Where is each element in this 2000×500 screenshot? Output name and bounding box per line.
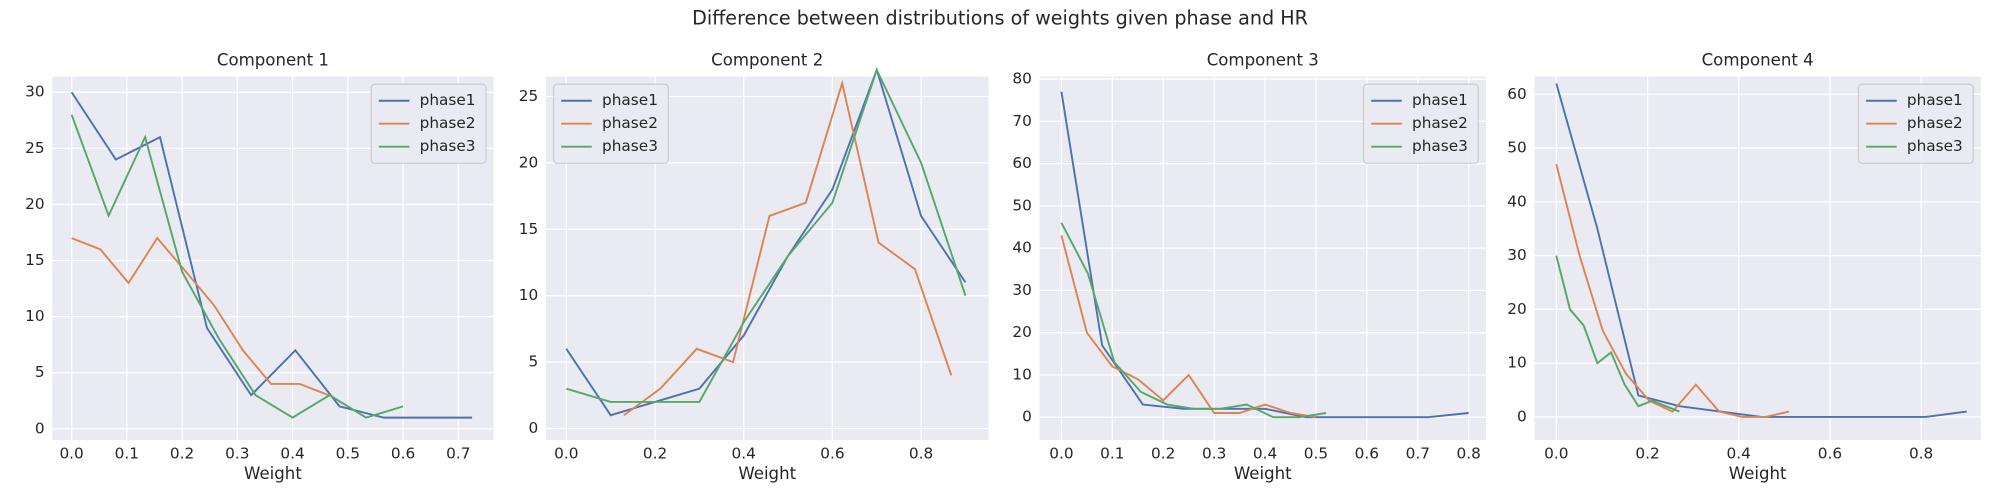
x-axis-label: Weight [738,464,796,483]
data-line [623,79,953,416]
legend-label: phase2 [1907,114,1963,132]
x-tick-label: 0.4 [1727,445,1751,463]
x-tick-label: 0.8 [909,445,933,463]
x-axis-label: Weight [1234,464,1292,483]
y-tick-label: 20 [519,153,538,171]
legend-label: phase1 [420,91,476,109]
legend-box [370,83,487,164]
y-tick-label: 15 [519,220,538,238]
x-tick-label: 0.4 [732,445,756,463]
data-line [566,67,967,403]
legend-label: phase3 [1412,137,1468,155]
x-tick-label: 0.7 [446,445,470,463]
data-line [1555,163,1790,418]
legend-label: phase2 [602,114,658,132]
x-tick-label: 0.7 [1406,445,1430,463]
x-tick-label: 0.6 [391,445,415,463]
y-tick-label: 40 [1012,239,1031,257]
subplot-title: Component 1 [217,51,329,70]
y-tick-label: 80 [1012,70,1031,88]
x-axis-label: Weight [244,464,302,483]
legend-label: phase2 [420,114,476,132]
legend-label: phase1 [602,91,658,109]
y-tick-label: 60 [1012,154,1031,172]
y-tick-label: 20 [1012,323,1031,341]
data-line [1060,91,1469,419]
y-tick-label: 20 [25,195,44,213]
x-tick-label: 0.0 [554,445,578,463]
data-line [71,236,329,397]
y-tick-label: 25 [25,139,44,157]
figure-title: Difference between distributions of weig… [692,7,1308,30]
x-tick-label: 0.2 [1151,445,1175,463]
x-tick-label: 0.2 [170,445,194,463]
x-tick-label: 0.6 [820,445,844,463]
legend-label: phase3 [602,137,658,155]
y-tick-label: 25 [519,87,538,105]
y-tick-label: 70 [1012,112,1031,130]
x-tick-label: 0.8 [1456,445,1480,463]
x-tick-label: 0.0 [59,445,83,463]
x-tick-label: 0.3 [225,445,249,463]
y-tick-label: 15 [25,251,44,269]
y-tick-label: 30 [25,83,44,101]
legend-label: phase3 [1907,137,1963,155]
data-line [70,91,473,419]
x-tick-label: 0.3 [1202,445,1226,463]
data-line [1060,222,1327,419]
y-tick-label: 60 [1507,85,1526,103]
y-tick-label: 40 [1507,192,1526,210]
x-tick-label: 0.1 [115,445,139,463]
data-line [1555,255,1680,413]
x-tick-label: 0.4 [280,445,304,463]
legend-box [552,83,670,164]
y-tick-label: 50 [1012,196,1031,214]
x-axis-label: Weight [1729,464,1787,483]
y-tick-label: 0 [1517,407,1527,425]
y-tick-label: 30 [1012,281,1031,299]
y-tick-label: 20 [1507,300,1526,318]
legend-box [1857,83,1974,164]
x-tick-label: 0.0 [1544,445,1568,463]
subplot-title: Component 4 [1702,51,1814,70]
y-tick-label: 5 [529,353,539,371]
legend-label: phase2 [1412,114,1468,132]
x-tick-label: 0.1 [1100,445,1124,463]
x-tick-label: 0.6 [1818,445,1842,463]
y-tick-label: 0 [1022,408,1032,426]
data-line [1060,235,1317,419]
y-tick-label: 10 [1012,365,1031,383]
x-tick-label: 0.2 [643,445,667,463]
x-tick-label: 0.6 [1355,445,1379,463]
y-tick-label: 30 [1507,246,1526,264]
y-tick-label: 10 [519,286,538,304]
subplot-title: Component 3 [1207,51,1319,70]
y-tick-label: 10 [1507,354,1526,372]
x-tick-label: 0.2 [1635,445,1659,463]
x-tick-label: 0.5 [336,445,360,463]
legend-label: phase1 [1907,91,1963,109]
legend-label: phase3 [420,137,476,155]
y-tick-label: 0 [529,419,539,437]
x-tick-label: 0.8 [1909,445,1933,463]
legend-label: phase1 [1412,91,1468,109]
subplot-title: Component 2 [711,51,823,70]
data-line [70,114,404,419]
x-tick-label: 0.0 [1049,445,1073,463]
y-tick-label: 10 [25,307,44,325]
y-tick-label: 5 [35,363,45,381]
x-tick-label: 0.4 [1253,445,1277,463]
x-tick-label: 0.5 [1304,445,1328,463]
y-tick-label: 50 [1507,139,1526,157]
y-tick-label: 0 [35,419,45,437]
legend-box [1362,83,1479,164]
